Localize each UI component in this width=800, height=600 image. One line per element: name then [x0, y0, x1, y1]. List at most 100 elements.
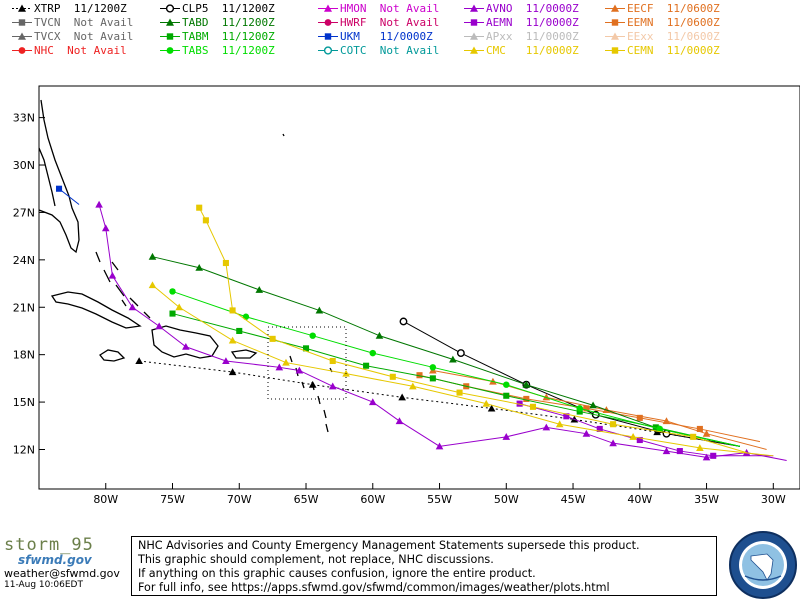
- track-line: [198, 207, 747, 454]
- track-eemn: [416, 372, 761, 443]
- legend-swatch: [318, 19, 338, 26]
- track-point: [429, 375, 436, 382]
- legend-label: HMON Not Avail: [340, 2, 440, 15]
- track-line: [172, 290, 741, 447]
- track-point: [196, 204, 203, 211]
- track-point: [229, 307, 236, 314]
- track-point: [275, 363, 284, 371]
- axes: 80W 75W 70W 65W 60W 55W 50W 45W 40W 35W 30W 12N 15N 1…: [13, 112, 786, 506]
- track-point: [135, 357, 143, 365]
- track-line: [152, 256, 741, 447]
- track-point: [395, 417, 404, 425]
- track-point: [662, 429, 671, 438]
- legend-marker: [611, 4, 619, 12]
- legend-label: HWRF Not Avail: [340, 16, 440, 29]
- track-tabs: [169, 288, 741, 447]
- us-east-coast: [40, 99, 70, 197]
- hispaniola: [151, 325, 219, 359]
- x-tick-label: 30W: [761, 493, 786, 506]
- legend-swatch: [12, 47, 32, 54]
- legend-swatch: [160, 33, 180, 40]
- legend-label: UKM 11/0000Z: [340, 30, 433, 43]
- track-point: [502, 433, 511, 440]
- x-tick-label: 80W: [93, 493, 118, 506]
- track-point: [101, 224, 110, 232]
- x-tick-label: 35W: [694, 493, 719, 506]
- branding: storm_95 sfwmd.gov weather@sfwmd.gov 11-…: [4, 535, 132, 600]
- legend-marker: [18, 47, 26, 54]
- track-cmc: [148, 281, 774, 457]
- track-aemn: [516, 400, 774, 459]
- track-point: [308, 380, 317, 388]
- legend-label: APxx 11/0000Z: [486, 30, 579, 43]
- y-tick-label: 24N: [13, 254, 35, 267]
- track-point: [389, 373, 396, 380]
- track-eecf: [429, 366, 767, 450]
- track-point: [202, 217, 209, 224]
- puerto-rico: [230, 349, 258, 359]
- legend-marker: [470, 4, 478, 12]
- jamaica: [99, 349, 126, 362]
- legend-label: EEMN 11/0600Z: [627, 16, 720, 29]
- track-point: [487, 404, 496, 412]
- track-point: [255, 286, 264, 293]
- x-tick-label: 75W: [160, 493, 185, 506]
- track-point: [328, 382, 337, 390]
- legend-marker: [470, 46, 478, 54]
- track-line: [403, 321, 741, 447]
- track-cemn: [196, 204, 747, 454]
- florida-coast: [38, 195, 80, 254]
- track-clp5: [399, 317, 741, 447]
- track-point: [309, 332, 316, 339]
- y-tick-label: 12N: [13, 443, 35, 456]
- y-tick-label: 15N: [13, 396, 35, 409]
- x-tick-label: 65W: [294, 493, 319, 506]
- track-point: [629, 433, 637, 440]
- track-point: [702, 453, 711, 461]
- legend-label: XTRP 11/1200Z: [34, 2, 127, 15]
- gulf-coast: [38, 147, 56, 207]
- track-point: [182, 342, 190, 350]
- disclaimer-line: This graphic should complement, not repl…: [138, 553, 494, 566]
- track-point: [55, 185, 63, 192]
- legend-label: COTC Not Avail: [340, 44, 440, 57]
- track-point: [435, 442, 444, 450]
- legend-marker: [324, 19, 332, 26]
- legend-label: TABD 11/1200Z: [182, 16, 275, 29]
- legend-label: TVCX Not Avail: [34, 30, 134, 43]
- legend-marker: [611, 32, 619, 40]
- track-tabm: [169, 310, 741, 447]
- track-point: [409, 382, 417, 390]
- y-tick-label: 30N: [13, 159, 35, 172]
- legend-swatch: [12, 32, 32, 40]
- legend-swatch: [605, 19, 625, 26]
- track-point: [228, 368, 237, 376]
- track-point: [155, 322, 163, 330]
- track-point: [222, 259, 229, 267]
- legend-swatch: [464, 19, 484, 26]
- legend-label: TABS 11/1200Z: [182, 44, 275, 57]
- track-point: [169, 310, 176, 317]
- invest-box: [267, 326, 347, 400]
- track-point: [609, 439, 617, 447]
- cuba: [50, 291, 142, 329]
- legend-swatch: [12, 19, 32, 26]
- legend-marker: [470, 32, 478, 40]
- legend-marker: [324, 33, 332, 40]
- track-point: [563, 413, 570, 420]
- track-avno: [95, 200, 787, 462]
- brand-site: sfwmd.gov: [18, 553, 92, 567]
- legend-swatch: [318, 4, 338, 12]
- legend-swatch: [160, 18, 180, 26]
- timestamp: 11-Aug 10:06EDT: [4, 580, 83, 590]
- track-point: [148, 252, 157, 260]
- x-tick-label: 70W: [227, 493, 252, 506]
- track-point: [302, 345, 310, 352]
- track-point: [676, 448, 683, 455]
- track-point: [363, 362, 370, 369]
- track-point: [398, 393, 406, 401]
- track-point: [529, 403, 537, 410]
- legend-swatch: [464, 46, 484, 54]
- track-point: [315, 306, 324, 314]
